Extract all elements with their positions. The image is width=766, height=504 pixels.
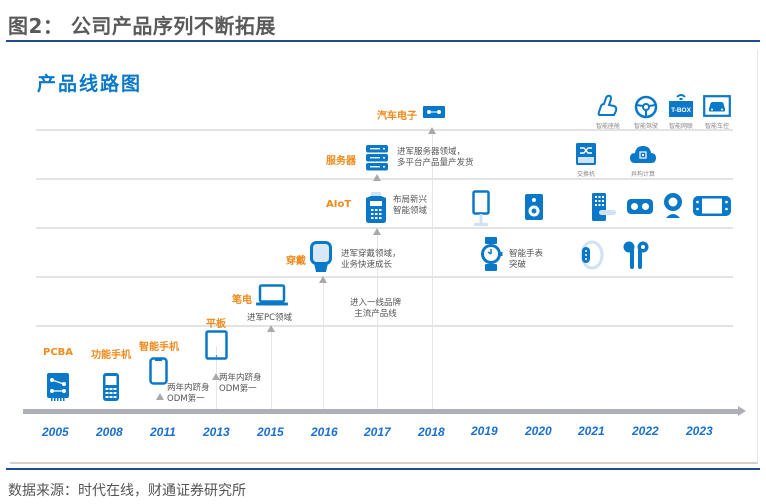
vertical-guide: [432, 134, 433, 410]
year-label: 2011: [150, 425, 176, 439]
figure-title: 图2： 公司产品序列不断拓展: [8, 14, 276, 38]
gridline-row: [36, 129, 733, 131]
category-wearable: 穿戴: [286, 256, 306, 267]
source-note: 数据来源：时代在线，财通证券研究所: [8, 483, 246, 499]
label-switch: 交换机: [576, 171, 595, 178]
vr-headset-icon: [626, 198, 654, 215]
arrow-up-icon: [373, 174, 381, 181]
speaker-icon: [524, 193, 544, 221]
year-label: 2008: [96, 425, 123, 439]
note-aiot: 布局新兴 智能领域: [393, 195, 428, 216]
note-pc: 进军PC领域: [247, 313, 293, 323]
category-tablet: 平板: [206, 319, 226, 330]
gridline-row: [36, 325, 733, 327]
note-tablet-odm: 两年内跻身 ODM第一: [219, 373, 262, 394]
year-label: 2021: [578, 424, 605, 438]
title-rule: [6, 40, 760, 42]
year-label: 2017: [364, 425, 391, 439]
label-smart-cockpit: 智能座舱: [595, 123, 620, 130]
server-icon: [365, 144, 389, 172]
vehicle-control-icon: [703, 95, 731, 117]
car-seat-icon: [596, 94, 618, 118]
webcam-icon: [663, 192, 683, 220]
year-label: 2019: [471, 424, 498, 438]
timeline-arrowhead: [738, 406, 746, 416]
year-label: 2023: [686, 424, 713, 438]
auto-connector-icon: [423, 106, 445, 118]
pos-terminal-icon: [365, 192, 387, 224]
timeline-axis: [23, 409, 739, 414]
note-smartwatch: 智能手表 突破: [509, 249, 544, 270]
vertical-guide: [271, 325, 272, 410]
gridline-row: [36, 178, 733, 180]
smartphone-icon: [149, 357, 168, 385]
network-switch-icon: [575, 142, 597, 166]
arrow-up-icon: [428, 127, 436, 134]
year-label: 2016: [311, 425, 338, 439]
vertical-guide: [377, 232, 378, 410]
pcba-icon: [46, 372, 70, 402]
cloud-compute-icon: [629, 143, 657, 165]
footer-rule: [6, 468, 760, 470]
gridline-row: [36, 227, 733, 229]
category-server: 服务器: [326, 156, 356, 167]
year-label: 2018: [418, 425, 445, 439]
arrow-up-icon: [373, 228, 381, 235]
smartwatch-icon: [479, 236, 503, 272]
fitness-band-icon: [580, 240, 604, 270]
earbuds-icon: [621, 240, 651, 270]
diagram-subtitle: 产品线路图: [37, 73, 143, 95]
category-pcba: PCBA: [43, 347, 74, 358]
tablet-icon: [205, 330, 228, 360]
smart-lock-icon: [591, 192, 617, 222]
year-label: 2015: [257, 425, 284, 439]
tbox-text: T-BOX: [671, 107, 692, 114]
arrow-up-icon: [156, 393, 164, 400]
gridline-row: [36, 276, 733, 278]
category-auto-electronics: 汽车电子: [377, 111, 417, 122]
game-console-icon: [692, 195, 732, 217]
label-smart-telematics: 智能网联: [668, 123, 693, 130]
note-tier1: 进入一线品牌 主流产品线: [350, 298, 402, 319]
category-feature-phone: 功能手机: [91, 350, 131, 361]
year-label: 2022: [632, 424, 659, 438]
laptop-icon: [256, 284, 288, 306]
label-heterogeneous-compute: 异构计算: [630, 171, 655, 178]
wearable-icon: [310, 241, 332, 274]
label-smart-vehicle-control: 智能车控: [704, 123, 729, 130]
note-server: 进军服务器领域， 多平台产品量产发货: [397, 147, 474, 168]
category-laptop: 笔电: [232, 295, 252, 306]
feature-phone-icon: [102, 372, 120, 402]
smart-display-icon: [472, 190, 490, 227]
tbox-icon: T-BOX: [668, 93, 694, 119]
arrow-up-icon: [212, 373, 220, 380]
steering-wheel-icon: [634, 95, 658, 119]
category-aiot: AIoT: [326, 199, 352, 210]
year-label: 2020: [525, 424, 552, 438]
note-smartphone-odm: 两年内跻身 ODM第一: [167, 383, 210, 404]
arrow-up-icon: [319, 276, 327, 283]
year-label: 2005: [42, 425, 69, 439]
category-smartphone: 智能手机: [139, 342, 179, 353]
arrow-up-icon: [267, 325, 275, 332]
label-smart-driving: 智能驾驶: [633, 123, 658, 130]
note-wearable: 进军穿戴领域， 业务快速成长: [341, 249, 401, 270]
vertical-guide: [323, 283, 324, 410]
year-label: 2013: [203, 425, 230, 439]
